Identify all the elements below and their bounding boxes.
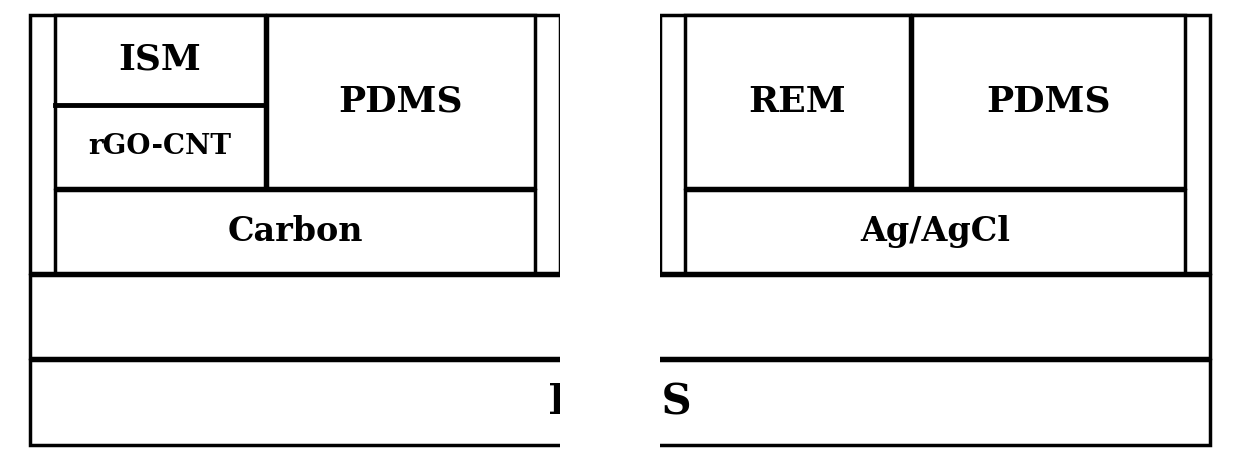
Text: Ag/AgCl: Ag/AgCl: [860, 215, 1010, 248]
Text: ISM: ISM: [119, 43, 202, 77]
Bar: [55, 15, 265, 188]
Text: rGO-CNT: rGO-CNT: [88, 133, 232, 161]
Bar: [30, 275, 1211, 358]
Bar: [685, 15, 909, 188]
Text: Carbon: Carbon: [227, 215, 363, 248]
Bar: [266, 15, 535, 188]
Bar: [30, 15, 560, 273]
Text: PDMS: PDMS: [548, 381, 691, 424]
Bar: [912, 15, 1184, 188]
Text: PDMS: PDMS: [338, 85, 463, 118]
Text: REM: REM: [748, 85, 846, 118]
Bar: [55, 190, 535, 273]
Text: PDMS: PDMS: [986, 85, 1110, 118]
Bar: [660, 15, 1211, 273]
Bar: [560, 0, 660, 455]
Bar: [30, 360, 1211, 445]
Bar: [685, 190, 1184, 273]
Text: PU: PU: [589, 298, 652, 335]
